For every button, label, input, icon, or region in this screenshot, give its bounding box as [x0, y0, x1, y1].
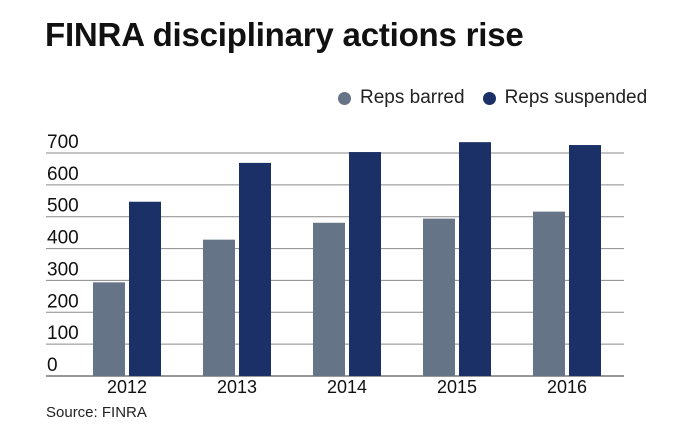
y-tick-label: 0 — [47, 355, 58, 376]
y-tick-label: 700 — [47, 132, 79, 153]
x-tick-label: 2012 — [107, 377, 147, 397]
bar-reps-barred-2016 — [533, 211, 565, 376]
bar-reps-suspended-2014 — [349, 152, 381, 376]
legend-item-barred: Reps barred — [338, 87, 465, 109]
y-tick-label: 500 — [47, 196, 79, 217]
x-tick-label: 2016 — [547, 377, 587, 397]
bar-reps-suspended-2015 — [459, 142, 491, 376]
bars — [93, 142, 601, 376]
source-note: Source: FINRA — [46, 404, 147, 421]
bar-reps-barred-2015 — [423, 218, 455, 376]
legend-swatch-barred — [338, 91, 351, 105]
legend: Reps barred Reps suspended — [338, 87, 647, 109]
legend-label-suspended: Reps suspended — [504, 87, 648, 108]
bar-reps-suspended-2016 — [569, 145, 601, 376]
bar-reps-barred-2013 — [203, 239, 235, 376]
legend-swatch-suspended — [482, 91, 496, 105]
y-tick-label: 300 — [47, 259, 79, 280]
bar-reps-barred-2014 — [313, 222, 345, 376]
x-axis-tick-labels: 2012 2013 2014 2015 2016 — [107, 377, 587, 397]
bar-reps-barred-2012 — [93, 282, 125, 376]
x-tick-label: 2015 — [437, 377, 477, 397]
y-tick-label: 100 — [47, 323, 79, 344]
bar-reps-suspended-2012 — [129, 201, 161, 376]
y-tick-label: 600 — [47, 164, 79, 185]
bar-reps-suspended-2013 — [239, 162, 271, 376]
legend-item-suspended: Reps suspended — [482, 87, 648, 109]
x-tick-label: 2014 — [327, 377, 367, 397]
y-axis-tick-labels: 0 100 200 300 400 500 600 700 — [47, 132, 79, 376]
y-tick-label: 200 — [47, 291, 79, 312]
chart-title: FINRA disciplinary actions rise — [45, 16, 524, 53]
legend-label-barred: Reps barred — [360, 87, 465, 108]
x-tick-label: 2013 — [217, 377, 257, 397]
y-tick-label: 400 — [47, 228, 79, 249]
